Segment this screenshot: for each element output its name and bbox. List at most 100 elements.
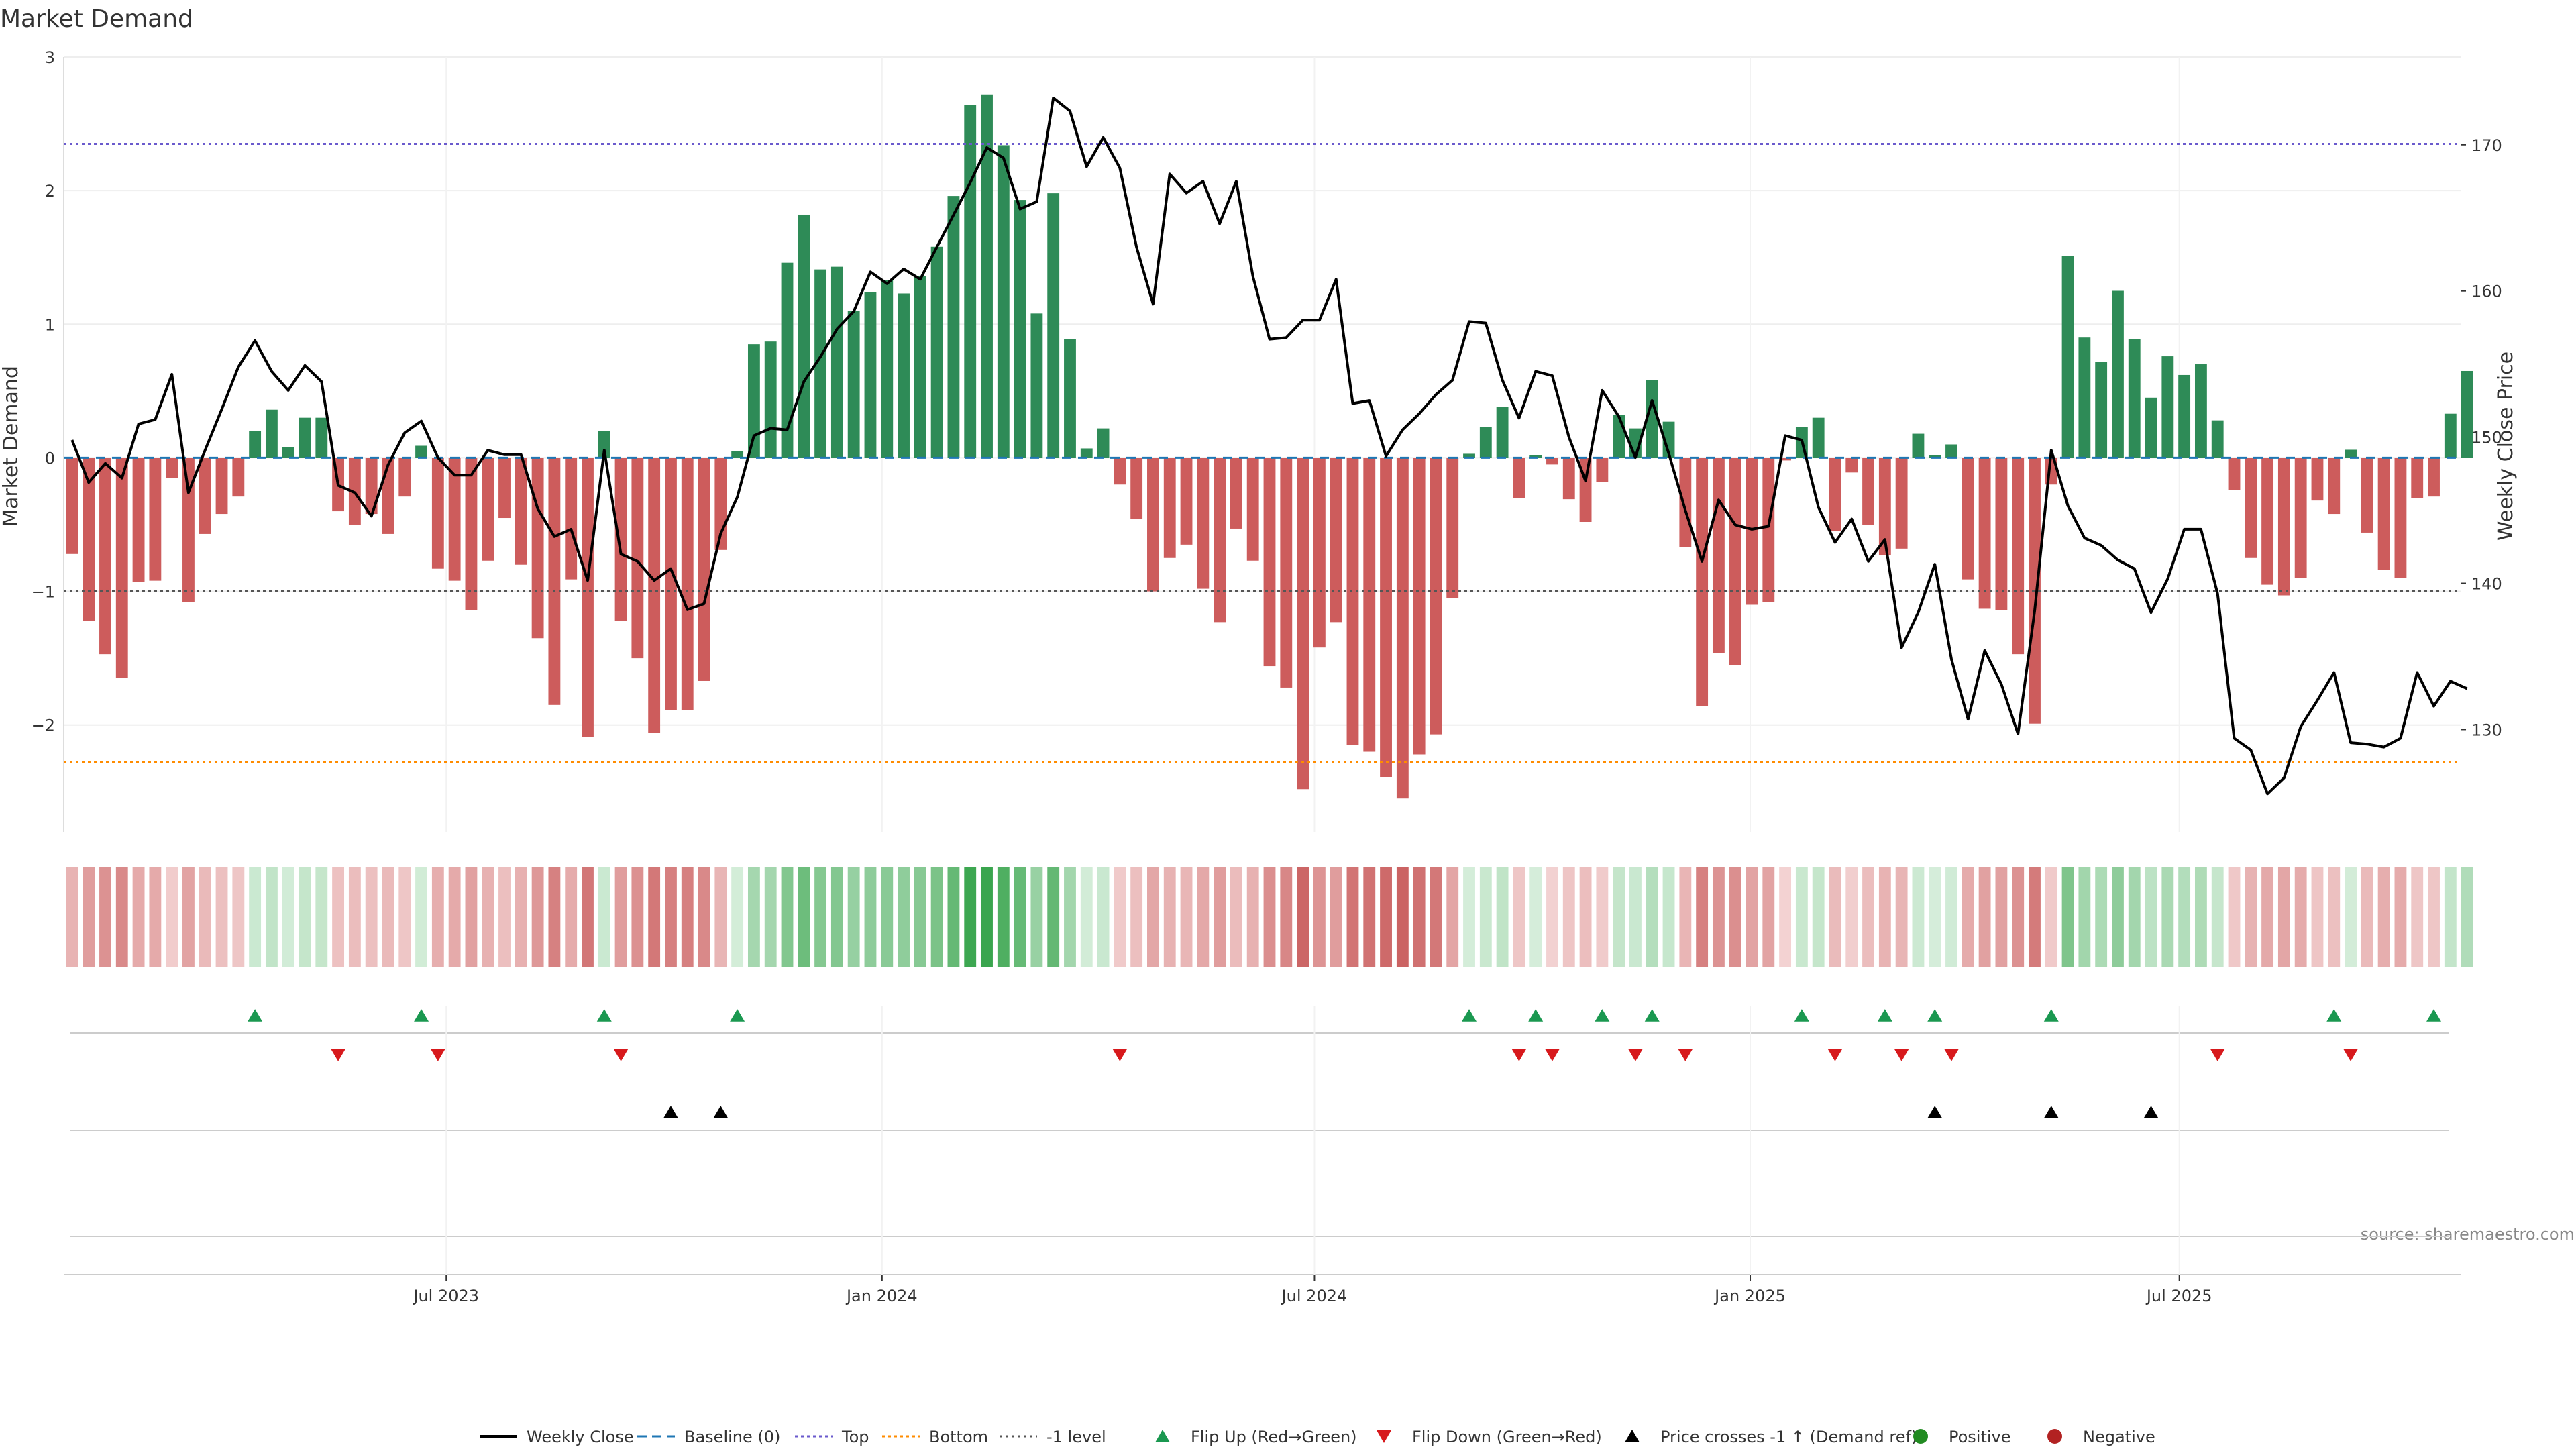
- demand-bar-negative: [2361, 458, 2373, 533]
- heat-cell: [898, 867, 910, 967]
- demand-bar-negative: [531, 458, 544, 639]
- demand-bar-positive: [2161, 356, 2174, 458]
- heat-cell: [1962, 867, 1974, 967]
- flip-up-marker: [2426, 1009, 2442, 1022]
- demand-bar-negative: [182, 458, 195, 602]
- heat-cell: [398, 867, 411, 967]
- demand-bar-positive: [898, 293, 910, 458]
- flip-up-marker: [1595, 1009, 1610, 1022]
- heat-cell: [265, 867, 278, 967]
- flip-up-marker: [1528, 1009, 1544, 1022]
- flip-up-marker: [1927, 1009, 1943, 1022]
- demand-bar-positive: [1929, 455, 1941, 458]
- heat-cell: [415, 867, 427, 967]
- demand-bar-negative: [1180, 458, 1193, 545]
- demand-bar-negative: [1263, 458, 1276, 667]
- demand-bar-negative: [1246, 458, 1259, 561]
- heat-cell: [914, 867, 926, 967]
- heat-cell: [681, 867, 694, 967]
- demand-bar-negative: [1995, 458, 2008, 610]
- heat-cell: [1380, 867, 1392, 967]
- heat-cell: [2012, 867, 2025, 967]
- heat-cell: [431, 867, 444, 967]
- demand-bar-negative: [2328, 458, 2341, 515]
- demand-bar-positive: [830, 266, 843, 458]
- demand-bar-negative: [2311, 458, 2324, 501]
- heat-cell: [1929, 867, 1941, 967]
- demand-bar-negative: [448, 458, 461, 581]
- heat-cell: [1513, 867, 1525, 967]
- demand-bar-negative: [2428, 458, 2440, 497]
- demand-bar-positive: [1662, 421, 1675, 458]
- demand-bar-negative: [1380, 458, 1392, 777]
- heat-cell: [565, 867, 578, 967]
- heat-cell: [1080, 867, 1093, 967]
- demand-bar-negative: [1330, 458, 1342, 623]
- demand-bar-positive: [2078, 337, 2091, 458]
- heat-cell: [1945, 867, 1957, 967]
- heat-cell: [2161, 867, 2174, 967]
- price-cross-marker: [2143, 1106, 2159, 1118]
- heat-cell: [1097, 867, 1110, 967]
- demand-bar-negative: [1313, 458, 1326, 648]
- demand-bar-negative: [465, 458, 478, 610]
- heat-cell: [2128, 867, 2141, 967]
- heat-cell: [1197, 867, 1210, 967]
- demand-bar-positive: [1613, 415, 1625, 458]
- heat-cell: [1014, 867, 1026, 967]
- demand-bar-negative: [1346, 458, 1359, 745]
- heat-cell: [1413, 867, 1426, 967]
- heat-cell: [2411, 867, 2424, 967]
- legend-swatch-flip-up: [1155, 1430, 1170, 1442]
- heat-cell: [182, 867, 195, 967]
- heat-cell: [947, 867, 960, 967]
- flip-down-marker: [430, 1049, 445, 1061]
- heat-cell: [1562, 867, 1575, 967]
- demand-bar-negative: [1712, 458, 1725, 653]
- price-cross-marker: [663, 1106, 678, 1118]
- heat-cell: [1712, 867, 1725, 967]
- heat-cell: [1529, 867, 1542, 967]
- y-tick-label: 3: [45, 48, 55, 67]
- price-cross-marker: [1927, 1106, 1943, 1118]
- heat-cell: [764, 867, 777, 967]
- heat-cell: [648, 867, 661, 967]
- demand-bar-negative: [1679, 458, 1692, 547]
- demand-bar-negative: [665, 458, 677, 710]
- y-axis-label: Market Demand: [0, 366, 23, 527]
- demand-bar-negative: [1513, 458, 1525, 498]
- demand-bar-negative: [83, 458, 95, 621]
- heat-cell: [2428, 867, 2440, 967]
- heat-cell: [1446, 867, 1459, 967]
- demand-bar-positive: [2112, 290, 2124, 458]
- demand-bar-negative: [149, 458, 162, 581]
- demand-bar-negative: [199, 458, 211, 534]
- demand-bar-negative: [1895, 458, 1908, 549]
- heat-cell: [1180, 867, 1193, 967]
- flip-down-marker: [331, 1049, 346, 1061]
- demand-bar-positive: [315, 417, 328, 458]
- flip-down-marker: [1894, 1049, 1909, 1061]
- flip-down-marker: [1544, 1049, 1560, 1061]
- demand-bar-positive: [798, 214, 810, 458]
- weekly-close-line: [70, 97, 2468, 796]
- flip-up-marker: [2326, 1009, 2342, 1022]
- heat-cell: [1163, 867, 1176, 967]
- heat-cell: [365, 867, 378, 967]
- demand-bar-positive: [2194, 364, 2207, 458]
- y2-tick-label: 170: [2471, 136, 2502, 155]
- demand-bar-positive: [249, 431, 262, 458]
- heat-cell: [2178, 867, 2191, 967]
- heat-cell: [964, 867, 977, 967]
- demand-bar-negative: [1280, 458, 1293, 688]
- flip-up-marker: [1794, 1009, 1809, 1022]
- heat-cell: [881, 867, 894, 967]
- heat-cell: [1064, 867, 1076, 967]
- demand-bar-negative: [582, 458, 594, 737]
- heat-cell: [382, 867, 394, 967]
- demand-bar-positive: [2461, 370, 2473, 458]
- flip-up-marker: [1644, 1009, 1660, 1022]
- heat-cell: [299, 867, 311, 967]
- heat-cell: [1479, 867, 1492, 967]
- heat-cell: [1330, 867, 1342, 967]
